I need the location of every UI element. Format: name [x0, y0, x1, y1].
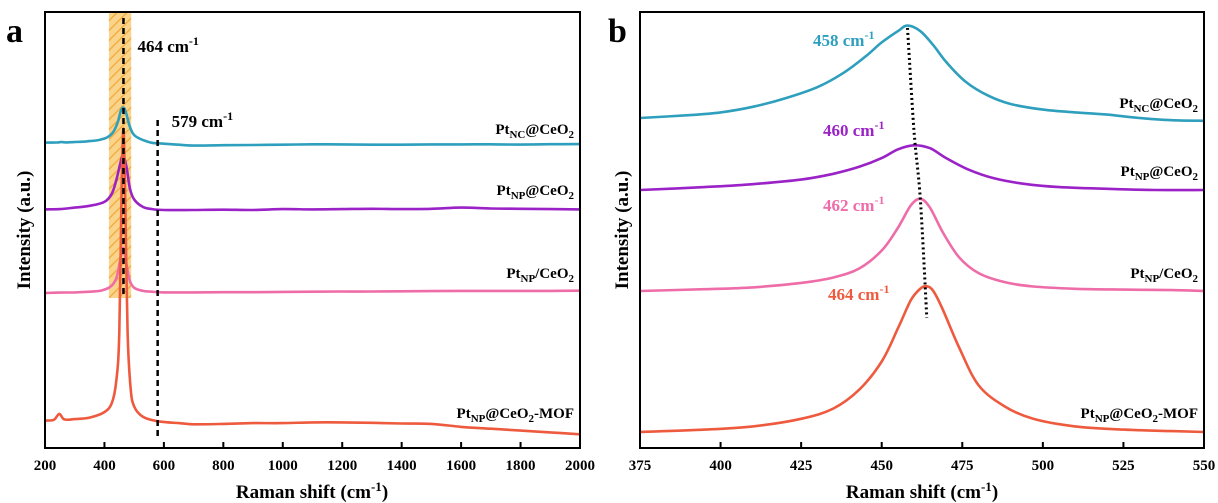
annotation-579: 579 cm-1: [172, 109, 233, 131]
panel-letter-b: b: [608, 13, 627, 50]
annotation-b-0: 458 cm-1: [813, 28, 874, 50]
panel-b: b 458 cm-1 460 cm-1 462 cm-1 464 cm-1 PtNC@…: [608, 11, 1216, 503]
series-line-a-3: [44, 127, 581, 436]
plot-frame-a: [44, 11, 581, 449]
guide-lines-b: [906, 27, 929, 319]
series-label-b-0: PtNC@CeO2: [1119, 96, 1198, 115]
series-label-b-1: PtNP@CeO2: [1121, 164, 1199, 183]
series-line-b-2: [639, 197, 1205, 293]
x-tick-label-b: 525: [1112, 458, 1135, 474]
x-tick-label-a: 1600: [446, 458, 476, 474]
x-ticks-b: 375 400 425 450 475 500 525 550: [629, 442, 1216, 474]
annotations-a: 464 cm-1 579 cm-1: [137, 34, 233, 131]
series-line-a-1: [44, 154, 581, 212]
x-tick-label-b: 550: [1193, 458, 1216, 474]
series-label-a-1: PtNP@CeO2: [497, 183, 575, 202]
x-ticks-a: 200 400 600 800 1000 1200 1400 1600 1800 2000: [34, 442, 595, 474]
series-label-a-3: PtNP@CeO2-MOF: [457, 406, 574, 425]
series-label-b-2: PtNP/CeO2: [1130, 266, 1198, 285]
x-tick-label-b: 450: [870, 458, 893, 474]
x-tick-label-b: 375: [629, 458, 652, 474]
series-label-a-2: PtNP/CeO2: [506, 266, 574, 285]
series-label-a-0: PtNC@CeO2: [495, 122, 574, 141]
x-tick-label-a: 600: [153, 458, 176, 474]
annotation-b-2: 462 cm-1: [823, 193, 884, 215]
x-tick-label-a: 800: [212, 458, 235, 474]
annotation-464: 464 cm-1: [137, 34, 198, 56]
series-group-b: [639, 24, 1205, 434]
x-tick-label-a: 400: [93, 458, 116, 474]
series-group-a: [44, 106, 581, 436]
x-tick-label-a: 1200: [327, 458, 357, 474]
y-axis-label-b: Intensity (a.u.): [612, 171, 633, 290]
annotations-b: 458 cm-1 460 cm-1 462 cm-1 464 cm-1: [813, 28, 889, 304]
panel-letter-a: a: [6, 13, 23, 50]
x-tick-label-a: 1400: [387, 458, 417, 474]
x-tick-label-b: 500: [1032, 458, 1055, 474]
series-line-b-0: [639, 24, 1205, 123]
series-line-b-1: [639, 143, 1205, 192]
x-axis-label-a: Raman shift (cm-1): [236, 479, 388, 503]
x-tick-label-b: 475: [951, 458, 974, 474]
series-line-b-3: [639, 284, 1205, 434]
annotation-b-1: 460 cm-1: [823, 118, 884, 140]
series-line-a-0: [44, 106, 581, 147]
x-tick-label-a: 1000: [268, 458, 298, 474]
peak-trend-line: [906, 27, 929, 319]
x-tick-label-b: 425: [790, 458, 813, 474]
series-labels-a: PtNC@CeO2 PtNP@CeO2 PtNP/CeO2 PtNP@CeO2-MOF: [457, 122, 575, 425]
annotation-b-3: 464 cm-1: [828, 282, 889, 304]
series-label-b-3: PtNP@CeO2-MOF: [1081, 406, 1198, 425]
y-axis-label-a: Intensity (a.u.): [14, 171, 35, 290]
x-tick-label-a: 1800: [506, 458, 536, 474]
plot-frame-b: [639, 11, 1205, 449]
series-labels-b: PtNC@CeO2 PtNP@CeO2 PtNP/CeO2 PtNP@CeO2-MOF: [1081, 96, 1199, 425]
x-tick-label-a: 200: [34, 458, 57, 474]
x-axis-label-b: Raman shift (cm-1): [846, 479, 998, 503]
x-tick-label-b: 400: [709, 458, 732, 474]
x-tick-label-a: 2000: [565, 458, 595, 474]
guide-lines-a: [122, 18, 159, 436]
